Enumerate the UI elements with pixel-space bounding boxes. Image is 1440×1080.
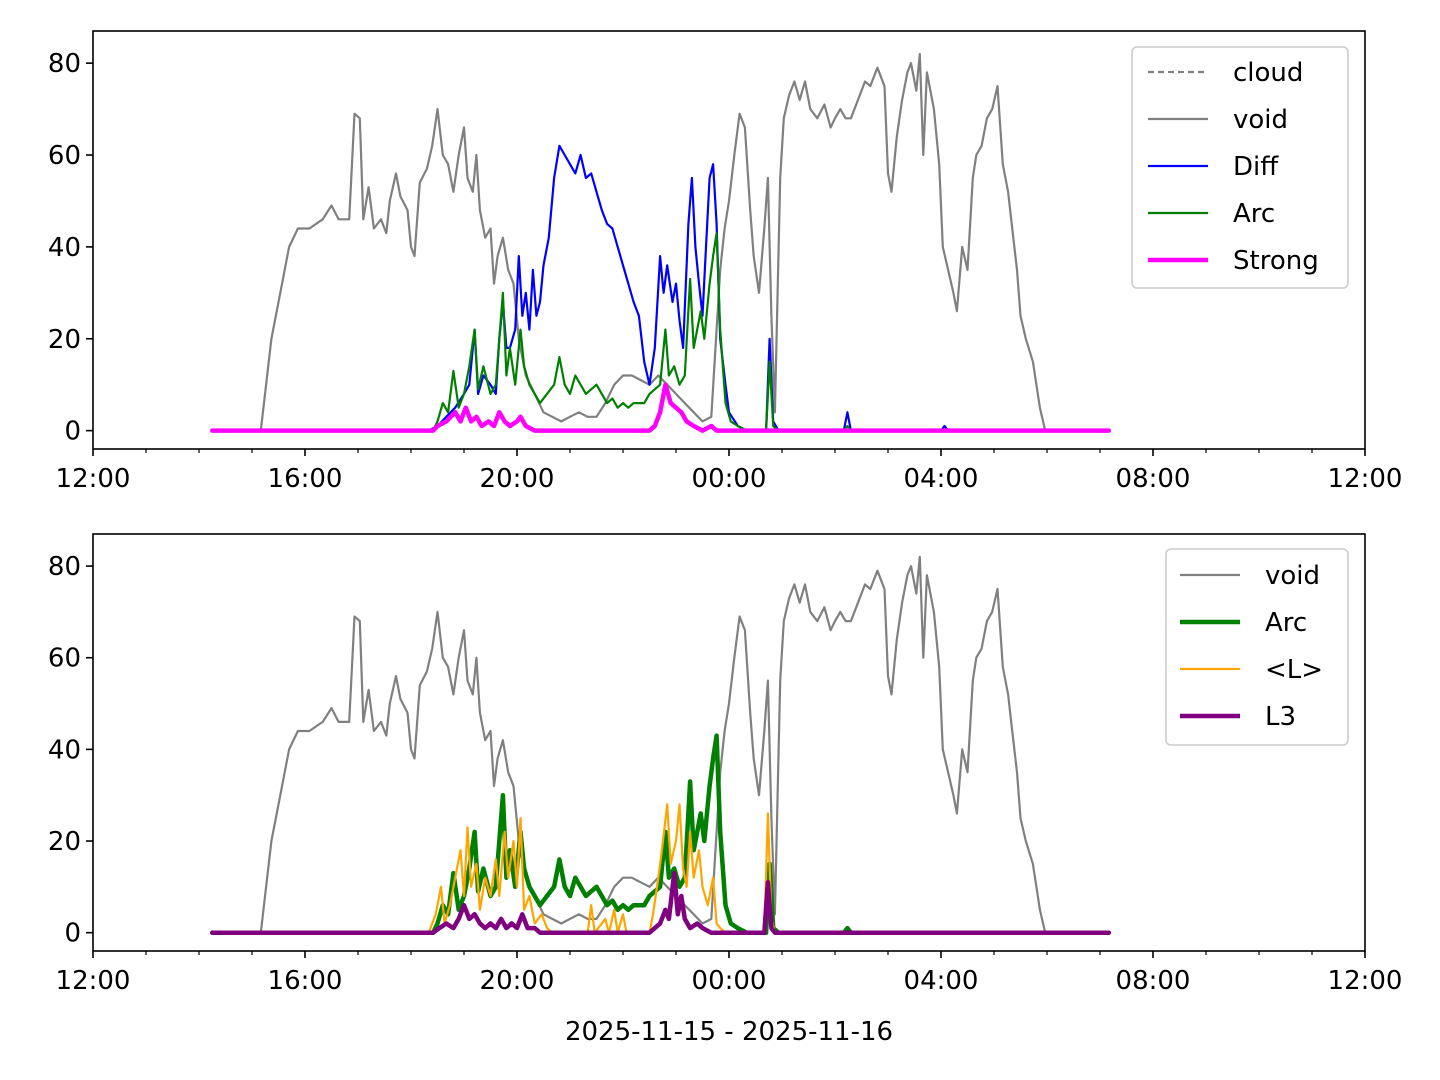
top-y-ticks: 0 20 40 60 80 [48, 49, 93, 447]
bottom-y-tick-label: 40 [48, 735, 81, 765]
bottom-x-tick-label: 12:00 [1328, 966, 1403, 996]
top-x-tick-label: 00:00 [692, 464, 767, 494]
bottom-panel: 12:00 16:00 20:00 00:00 04:00 08:00 12:00 0 20 4… [48, 533, 1403, 996]
bottom-series-l3 [210, 870, 1112, 935]
bottom-x-ticks: 12:00 16:00 20:00 00:00 04:00 08:00 12:00 [56, 951, 1403, 996]
bottom-y-tick-label: 60 [48, 644, 81, 674]
bottom-series-void [211, 555, 1110, 934]
top-x-ticks: 12:00 16:00 20:00 00:00 04:00 08:00 12:00 [56, 449, 1403, 494]
top-panel: 12:00 16:00 20:00 00:00 04:00 08:00 12:00 0 20 4… [48, 30, 1403, 494]
bottom-y-tick-label: 80 [48, 552, 81, 582]
x-axis-label: 2025-11-15 - 2025-11-16 [565, 1017, 893, 1047]
bottom-y-tick-label: 0 [64, 919, 81, 949]
bottom-legend-box [1165, 548, 1349, 746]
top-y-tick-label: 0 [64, 417, 81, 447]
top-x-tick-label: 20:00 [480, 464, 555, 494]
bottom-legend-label-arc-thick: Arc [1265, 608, 1307, 638]
top-legend-label-void: void [1233, 105, 1288, 135]
top-series-strong [210, 382, 1112, 433]
bottom-y-ticks: 0 20 40 60 80 [48, 552, 93, 949]
bottom-legend-label-void: void [1265, 561, 1320, 591]
bottom-x-tick-label: 00:00 [692, 966, 767, 996]
top-y-tick-label: 80 [48, 49, 81, 79]
top-legend: cloud void Diff Arc Strong [1131, 46, 1349, 289]
top-x-tick-label: 12:00 [56, 464, 131, 494]
bottom-x-tick-label: 08:00 [1116, 966, 1191, 996]
top-x-tick-label: 04:00 [904, 464, 979, 494]
top-y-tick-label: 60 [48, 141, 81, 171]
top-y-tick-label: 40 [48, 233, 81, 263]
bottom-legend-label-l3: L3 [1265, 702, 1296, 732]
top-series-void [211, 52, 1110, 432]
top-x-tick-label: 16:00 [268, 464, 343, 494]
bottom-plot-area [93, 534, 1365, 951]
top-legend-box [1131, 46, 1349, 289]
bottom-series-layer [210, 555, 1112, 935]
top-legend-label-cloud: cloud [1233, 58, 1303, 88]
top-x-tick-label: 12:00 [1328, 464, 1403, 494]
top-legend-label-arc: Arc [1233, 199, 1275, 229]
bottom-y-tick-label: 20 [48, 827, 81, 857]
bottom-x-tick-label: 04:00 [904, 966, 979, 996]
top-series-layer [210, 52, 1112, 433]
top-series-arc [211, 232, 1110, 432]
bottom-x-tick-label: 12:00 [56, 966, 131, 996]
top-y-tick-label: 20 [48, 325, 81, 355]
top-legend-label-strong: Strong [1233, 246, 1319, 276]
bottom-x-tick-label: 16:00 [268, 966, 343, 996]
bottom-legend: void Arc <L> L3 [1165, 548, 1349, 746]
bottom-legend-label-meanl: <L> [1265, 655, 1323, 685]
bottom-x-tick-label: 20:00 [480, 966, 555, 996]
top-legend-label-diff: Diff [1233, 152, 1279, 182]
top-x-tick-label: 08:00 [1116, 464, 1191, 494]
